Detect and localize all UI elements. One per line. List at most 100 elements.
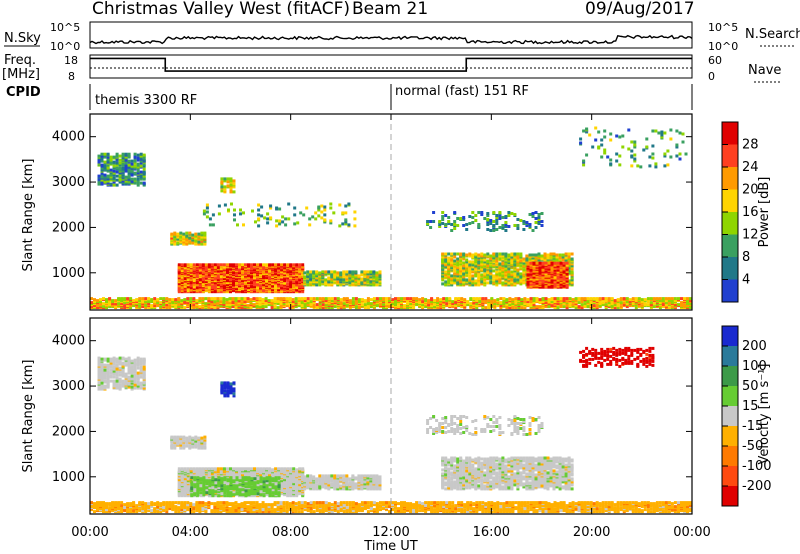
heatmap-cell xyxy=(315,303,319,307)
heatmap-cell xyxy=(102,305,105,309)
heatmap-cell xyxy=(447,261,451,265)
heatmap-cell xyxy=(483,267,487,271)
heatmap-cell xyxy=(412,297,416,301)
power-colorbar-label: Power [dB] xyxy=(757,177,772,248)
heatmap-cell xyxy=(450,223,454,226)
heatmap-cell xyxy=(541,261,545,265)
heatmap-cell xyxy=(510,255,514,259)
heatmap-cell xyxy=(534,226,538,229)
heatmap-cell xyxy=(378,273,382,277)
heatmap-cell xyxy=(250,263,253,267)
heatmap-cell xyxy=(103,357,107,361)
heatmap-cell xyxy=(460,297,464,301)
heatmap-cell xyxy=(238,283,241,287)
heatmap-cell xyxy=(226,279,229,283)
heatmap-cell xyxy=(318,297,322,301)
heatmap-cell xyxy=(477,277,481,281)
heatmap-cell xyxy=(153,299,157,303)
heatmap-cell xyxy=(115,163,119,167)
heatmap-cell xyxy=(186,297,190,301)
heatmap-cell xyxy=(680,297,683,301)
heatmap-cell xyxy=(261,298,265,302)
heatmap-cell xyxy=(339,301,343,305)
heatmap-cell xyxy=(264,299,268,303)
heatmap-cell xyxy=(522,276,526,280)
heatmap-cell xyxy=(486,264,490,268)
heatmap-cell xyxy=(471,221,475,224)
heatmap-cell xyxy=(591,145,595,149)
heatmap-cell xyxy=(102,297,105,301)
heatmap-cell xyxy=(100,163,104,167)
heatmap-cell xyxy=(235,263,238,267)
heatmap-cell xyxy=(686,304,689,308)
heatmap-cell xyxy=(232,190,236,194)
heatmap-cell xyxy=(648,155,652,159)
heatmap-cell xyxy=(441,222,445,225)
heatmap-cell xyxy=(97,154,101,158)
heatmap-cell xyxy=(100,154,104,158)
heatmap-cell xyxy=(351,281,355,285)
heatmap-cell xyxy=(468,252,472,256)
heatmap-cell xyxy=(142,181,146,185)
heatmap-cell xyxy=(369,277,373,281)
heatmap-cell xyxy=(634,297,638,301)
colorbar-tick-label: 24 xyxy=(742,160,759,175)
heatmap-cell xyxy=(630,140,634,144)
heatmap-cell xyxy=(303,271,307,275)
heatmap-cell xyxy=(375,303,379,307)
heatmap-cell xyxy=(630,149,634,153)
heatmap-cell xyxy=(453,272,457,276)
heatmap-cell xyxy=(348,270,352,274)
heatmap-cell xyxy=(306,299,310,303)
freq-series-line xyxy=(90,57,692,72)
heatmap-cell xyxy=(462,257,466,261)
heatmap-cell xyxy=(432,211,436,214)
heatmap-cell xyxy=(309,270,313,274)
heatmap-cell xyxy=(471,283,475,287)
heatmap-cell xyxy=(281,220,285,224)
heatmap-cell xyxy=(544,269,548,273)
heatmap-cell xyxy=(112,369,116,373)
heatmap-cell xyxy=(469,302,473,306)
heatmap-cell xyxy=(324,278,328,282)
heatmap-cell xyxy=(303,275,307,279)
heatmap-cell xyxy=(219,290,223,294)
heatmap-cell xyxy=(597,145,601,149)
heatmap-cell xyxy=(673,303,677,307)
heatmap-cell xyxy=(523,300,527,304)
heatmap-cell xyxy=(222,284,226,288)
heatmap-cell xyxy=(138,297,142,301)
heatmap-cell xyxy=(570,264,574,268)
heatmap-cell xyxy=(293,206,297,210)
heatmap-cell xyxy=(127,163,131,167)
heatmap-cell xyxy=(483,272,487,276)
heatmap-cell xyxy=(559,297,563,301)
heatmap-cell xyxy=(159,301,163,305)
heatmap-cell xyxy=(561,258,565,262)
heatmap-cell xyxy=(463,302,467,306)
heatmap-cell xyxy=(109,379,113,383)
heatmap-cell xyxy=(312,275,316,279)
y-tick-label: 4000 xyxy=(52,130,85,145)
heatmap-cell xyxy=(115,161,119,165)
heatmap-cell xyxy=(489,271,493,275)
heatmap-cell xyxy=(118,173,122,177)
heatmap-cell xyxy=(565,265,569,269)
heatmap-cell xyxy=(219,267,223,271)
heatmap-cell xyxy=(490,300,494,304)
heatmap-cell xyxy=(510,277,514,281)
heatmap-cell xyxy=(550,266,554,270)
heatmap-cell xyxy=(660,133,664,137)
heatmap-cell xyxy=(456,280,460,284)
heatmap-cell xyxy=(344,218,348,222)
heatmap-cell xyxy=(112,176,116,180)
heatmap-cell xyxy=(100,361,104,365)
heatmap-cell xyxy=(529,270,533,274)
heatmap-cell xyxy=(109,361,113,365)
heatmap-cell xyxy=(609,132,613,136)
heatmap-cell xyxy=(354,270,358,274)
heatmap-cell xyxy=(120,302,124,306)
heatmap-cell xyxy=(468,281,472,285)
heatmap-cell xyxy=(115,357,119,361)
heatmap-cell xyxy=(311,215,315,219)
